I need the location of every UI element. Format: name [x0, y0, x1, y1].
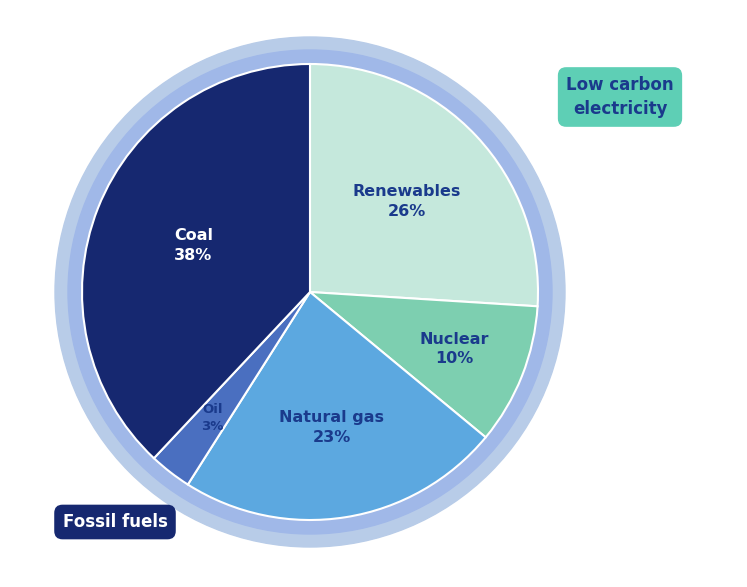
Text: Renewables
26%: Renewables 26% [353, 184, 461, 219]
Circle shape [68, 50, 552, 534]
Wedge shape [310, 292, 538, 437]
Text: Oil
3%: Oil 3% [201, 403, 223, 433]
Wedge shape [310, 64, 538, 306]
Wedge shape [82, 64, 310, 458]
Text: Fossil fuels: Fossil fuels [63, 513, 167, 531]
Wedge shape [154, 292, 310, 484]
Text: Low carbon
electricity: Low carbon electricity [566, 76, 674, 119]
Text: Natural gas
23%: Natural gas 23% [279, 410, 384, 444]
Circle shape [55, 37, 565, 547]
Wedge shape [187, 292, 486, 520]
Text: Coal
38%: Coal 38% [174, 228, 213, 263]
Text: Nuclear
10%: Nuclear 10% [419, 332, 489, 366]
